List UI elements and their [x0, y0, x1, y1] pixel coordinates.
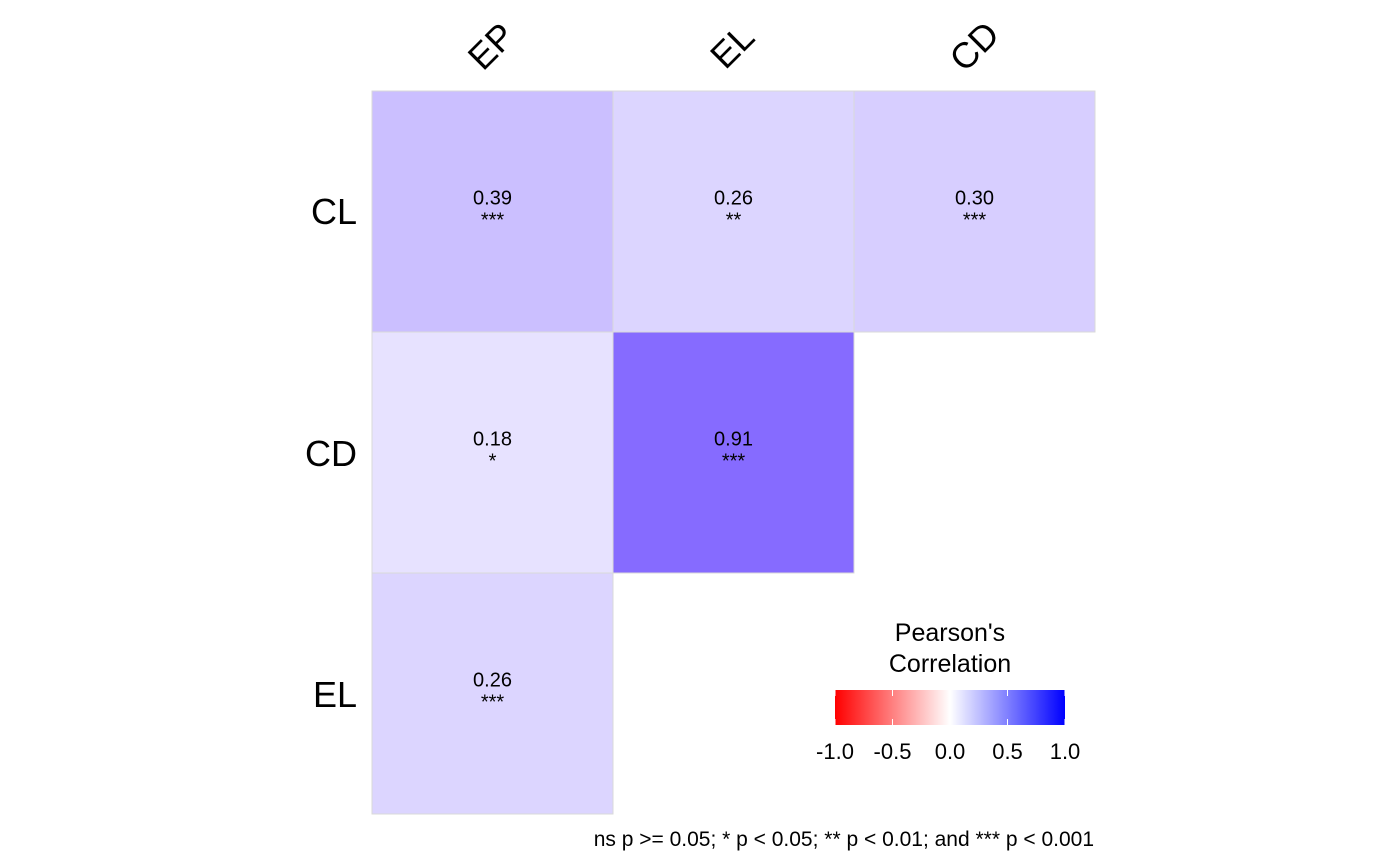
column-label-cd: CD: [941, 13, 1007, 79]
cell-significance-cd-ep: *: [489, 451, 497, 473]
legend-tick-label-neg1: -1.0: [816, 739, 854, 764]
legend-title-line2: Correlation: [889, 650, 1011, 678]
cell-el-ep: [371, 572, 614, 815]
legend-ticks: -1.0 -0.5 0.0 0.5 1.0: [816, 690, 1080, 764]
cell-value-el-ep: 0.26: [473, 670, 512, 692]
significance-caption: ns p >= 0.05; * p < 0.05; ** p < 0.01; a…: [594, 828, 1094, 851]
cell-value-cl-el: 0.26: [714, 188, 753, 210]
legend-tick-label-0-5: 0.5: [992, 739, 1023, 764]
row-label-el: EL: [313, 674, 357, 715]
cell-significance-cl-ep: ***: [481, 210, 505, 232]
column-label-ep: EP: [460, 15, 523, 78]
cell-cl-ep: [371, 90, 614, 333]
legend-tick-label-neg0-5: -0.5: [874, 739, 912, 764]
heatmap-cells: 0.39***0.26**0.30***0.18*0.91***0.26***: [371, 90, 1096, 815]
legend-tick-label-1: 1.0: [1050, 739, 1081, 764]
cell-value-cd-ep: 0.18: [473, 429, 512, 451]
cell-cd-el: [612, 331, 855, 574]
cell-significance-cl-cd: ***: [963, 210, 987, 232]
row-label-cl: CL: [311, 191, 357, 232]
cell-value-cl-ep: 0.39: [473, 188, 512, 210]
cell-significance-cl-el: **: [726, 210, 742, 232]
cell-value-cl-cd: 0.30: [955, 188, 994, 210]
color-legend: Pearson's Correlation -1.0 -0.5 0.0 0.5 1.0: [816, 619, 1080, 764]
cell-significance-el-ep: ***: [481, 692, 505, 714]
legend-tick-label-0: 0.0: [935, 739, 966, 764]
column-labels: EP EL CD: [460, 13, 1007, 79]
cell-cd-ep: [371, 331, 614, 574]
row-labels: CL CD EL: [305, 191, 357, 715]
row-label-cd: CD: [305, 433, 357, 474]
cell-value-cd-el: 0.91: [714, 429, 753, 451]
cell-significance-cd-el: ***: [722, 451, 746, 473]
cell-cl-cd: [853, 90, 1096, 333]
column-label-el: EL: [702, 16, 762, 76]
legend-title-line1: Pearson's: [895, 619, 1005, 647]
